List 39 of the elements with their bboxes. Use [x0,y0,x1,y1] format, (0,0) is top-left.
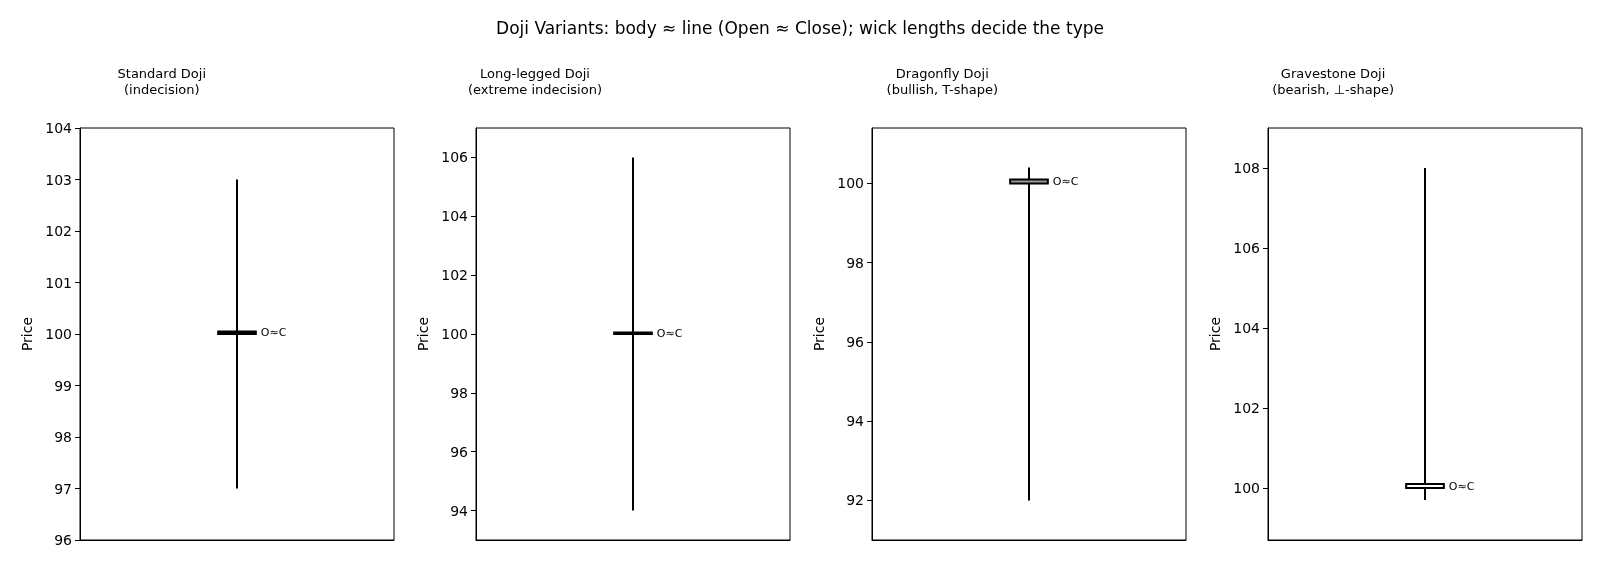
y-tick-label: 102 [1233,400,1260,416]
y-axis-title: Price [19,316,36,352]
text: O≈C [1052,174,1079,188]
chart-title: Standard Doji (indecision) [117,65,206,97]
y-tick-label: 102 [45,223,72,239]
chart-title: Long-legged Doji (extreme indecision) [468,65,602,97]
y-tick-label: 94 [450,502,469,519]
y-tick-label: 94 [846,413,865,430]
y-tick-label: 102 [441,267,468,284]
y-tick-label: 92 [846,492,864,509]
y-tick-label: 101 [45,274,72,291]
text: Doji Variants: body ≈ line (Open ≈ Close); wick lengths decide the type [496,18,1104,38]
y-tick-label: 100 [837,175,864,192]
y-tick-label: 108 [1233,160,1260,176]
text: O≈C [1448,479,1475,493]
y-tick-label: 100 [441,326,468,342]
y-axis-title: Price [1207,316,1224,352]
y-tick-label: 98 [846,254,864,271]
y-tick-label: 103 [45,171,72,188]
y-tick-label: 104 [45,120,73,136]
y-tick-label: 99 [54,377,72,394]
y-tick-label: 106 [441,149,469,166]
y-tick-label: 104 [1233,320,1261,336]
y-tick-label: 98 [54,429,72,445]
y-axis-title: Price [415,316,432,352]
y-axis-title: Price [811,316,828,352]
chart-title: Gravestone Doji (bearish, ⊥-shape) [1272,65,1394,97]
chart-title: Dragonfly Doji (bullish, T-shape) [886,65,998,97]
y-tick-label: 96 [54,532,73,548]
y-tick-label: 98 [450,384,468,401]
y-tick-label: 96 [846,333,865,350]
y-tick-label: 100 [1233,480,1260,496]
y-tick-label: 97 [54,480,72,497]
y-tick-label: 104 [441,208,469,225]
y-tick-label: 96 [450,443,469,460]
text: O≈C [260,326,287,340]
text: O≈C [656,326,683,340]
y-tick-label: 100 [45,326,72,342]
y-tick-label: 106 [1233,240,1261,256]
